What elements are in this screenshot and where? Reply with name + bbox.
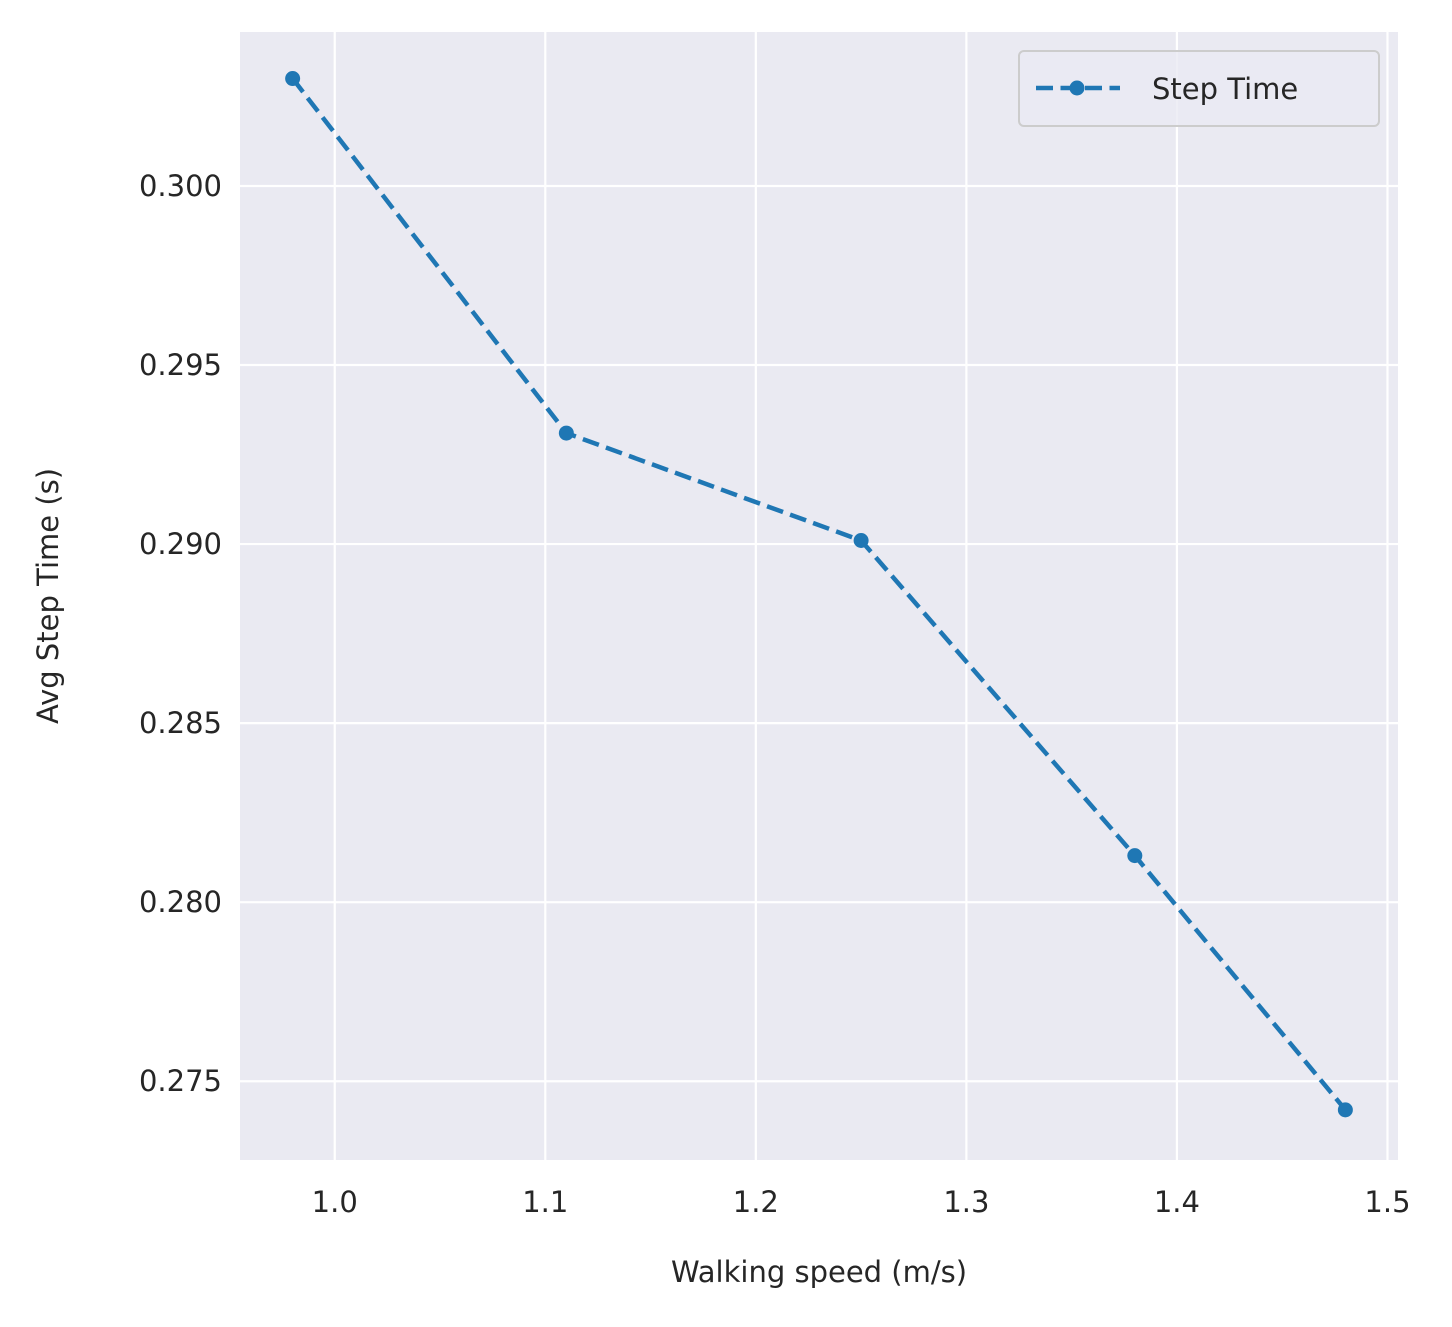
grid — [240, 32, 1398, 1160]
series-layer — [285, 71, 1353, 1118]
legend-box — [1018, 50, 1380, 127]
y-axis-ticks: 0.275 0.280 0.285 0.290 0.295 0.300 — [139, 169, 222, 1098]
y-axis-label: Avg Step Time (s) — [31, 468, 65, 724]
data-point — [285, 71, 301, 87]
x-tick-label: 1.0 — [312, 1185, 358, 1219]
x-axis-label: Walking speed (m/s) — [671, 1255, 967, 1289]
data-point — [558, 425, 574, 441]
y-tick-label: 0.280 — [139, 885, 222, 919]
legend: Step Time — [1018, 50, 1380, 127]
x-axis-ticks: 1.0 1.1 1.2 1.3 1.4 1.5 — [312, 1185, 1411, 1219]
data-point — [1127, 848, 1143, 864]
legend-marker — [1069, 80, 1085, 96]
y-tick-label: 0.290 — [139, 527, 222, 561]
y-tick-label: 0.275 — [139, 1064, 222, 1098]
plot-area — [240, 32, 1398, 1160]
y-tick-label: 0.300 — [139, 169, 222, 203]
legend-label: Step Time — [1152, 72, 1298, 106]
y-tick-label: 0.285 — [139, 706, 222, 740]
y-tick-label: 0.295 — [139, 348, 222, 382]
x-tick-label: 1.1 — [522, 1185, 568, 1219]
data-point — [853, 532, 869, 548]
x-tick-label: 1.5 — [1364, 1185, 1410, 1219]
x-tick-label: 1.3 — [943, 1185, 989, 1219]
data-point — [1337, 1102, 1353, 1118]
x-tick-label: 1.4 — [1154, 1185, 1200, 1219]
x-tick-label: 1.2 — [733, 1185, 779, 1219]
